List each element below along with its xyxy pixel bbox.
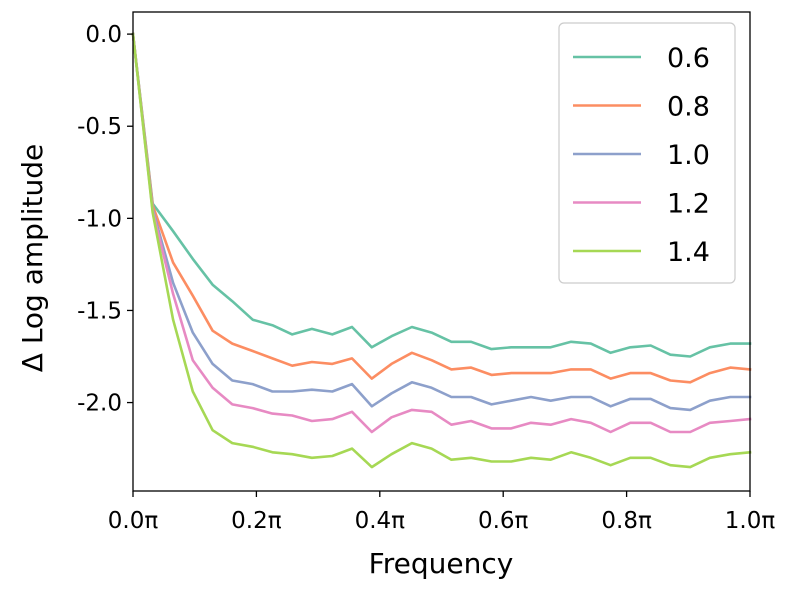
legend-label-4: 1.4 — [667, 237, 710, 268]
y-axis-label: Δ Log amplitude — [16, 144, 49, 372]
x-tick-label: 0.2π — [231, 508, 282, 534]
legend-label-2: 1.0 — [667, 140, 710, 171]
y-tick-label: -1.5 — [77, 298, 122, 324]
series-line-1 — [131, 32, 752, 384]
series-line-3 — [131, 32, 752, 434]
series-line-0 — [131, 32, 752, 358]
legend-box — [558, 22, 736, 284]
x-tick-label: 0.4π — [355, 508, 406, 534]
legend-label-1: 0.8 — [667, 92, 710, 123]
series-line-4 — [131, 32, 752, 469]
y-tick-label: -0.5 — [77, 114, 122, 140]
legend: 0.6 0.8 1.0 1.2 1.4 — [558, 22, 736, 284]
y-tick-label: -1.0 — [77, 206, 122, 232]
plot-frame — [132, 11, 751, 492]
y-tick-label: -2.0 — [77, 391, 122, 417]
x-tick-label: 0.0π — [108, 508, 159, 534]
series-line-2 — [131, 32, 752, 412]
x-tick-label: 1.0π — [725, 508, 776, 534]
legend-label-0: 0.6 — [667, 43, 710, 74]
axes-layer: 0.0π 0.2π 0.4π 0.6π 0.8π 1.0π 0.0 -0.5 -1.0 -1.5 -… — [77, 11, 776, 534]
series-layer — [131, 32, 752, 469]
x-axis-label: Frequency — [369, 547, 514, 580]
y-tick-label: 0.0 — [85, 22, 122, 48]
x-tick-label: 0.8π — [601, 508, 652, 534]
x-tick-label: 0.6π — [478, 508, 529, 534]
legend-label-3: 1.2 — [667, 189, 710, 220]
